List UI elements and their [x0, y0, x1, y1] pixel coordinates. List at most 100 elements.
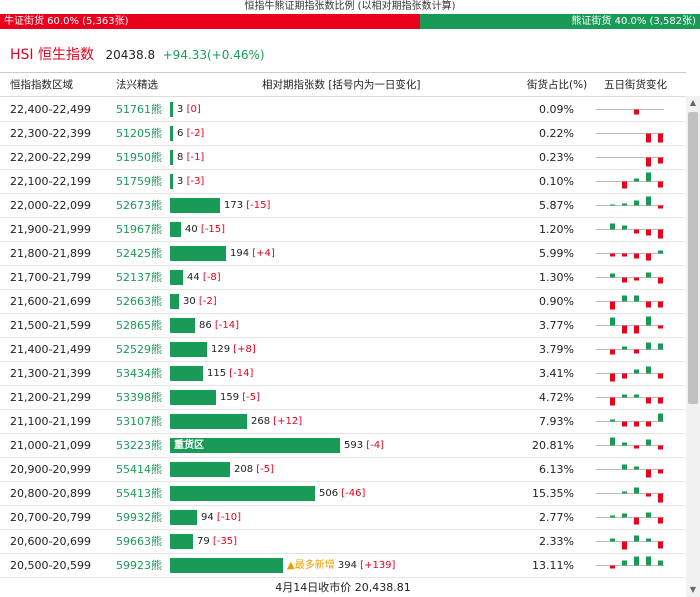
- warrant-code-link[interactable]: 51967熊: [116, 223, 162, 236]
- five-day-trend-chart: [596, 512, 664, 525]
- trend-bar: [658, 181, 663, 188]
- trend-bar: [646, 342, 651, 350]
- contracts-value: 40 [-15]: [185, 218, 225, 241]
- trend-bar: [610, 515, 615, 518]
- contracts-bar-cell: 重货区 593 [-4]: [170, 434, 520, 457]
- trend-bar: [634, 325, 639, 334]
- contracts-bar-cell: 268 [+12]: [170, 410, 520, 433]
- scroll-up-icon[interactable]: ▲: [689, 98, 697, 107]
- warrant-code-link[interactable]: 59663熊: [116, 535, 162, 548]
- outstanding-pct: 0.10%: [539, 175, 574, 188]
- trend-bar: [646, 493, 651, 497]
- trend-bar: [610, 204, 615, 206]
- warrant-code-link[interactable]: 59923熊: [116, 559, 162, 572]
- table-row: 21,000-21,099 53223熊 重货区 593 [-4] 20.81%: [0, 434, 686, 458]
- warrant-code-link[interactable]: 51950熊: [116, 151, 162, 164]
- table-row: 21,200-21,299 53398熊 159 [-5] 4.72%: [0, 386, 686, 410]
- five-day-trend-chart: [596, 133, 664, 143]
- contracts-value: 506 [-46]: [319, 482, 365, 505]
- contracts-number: 79: [197, 536, 210, 547]
- table-row: 20,800-20,899 55413熊 506 [-46] 15.35%: [0, 482, 686, 506]
- warrant-code-link[interactable]: 53223熊: [116, 439, 162, 452]
- outstanding-pct: 20.81%: [532, 439, 574, 452]
- daily-change: [+139]: [360, 560, 396, 571]
- contracts-bar: [170, 222, 181, 237]
- warrant-code-link[interactable]: 51761熊: [116, 103, 162, 116]
- warrant-code-link[interactable]: 52137熊: [116, 271, 162, 284]
- trend-bar: [634, 295, 639, 302]
- most-added-label: ▲最多新增: [287, 560, 335, 571]
- five-day-trend-chart: [596, 223, 664, 239]
- trend-bar: [658, 325, 663, 329]
- table-row: 22,300-22,399 51205熊 6 [-2] 0.22%: [0, 122, 686, 146]
- outstanding-pct: 5.87%: [539, 199, 574, 212]
- contracts-number: 194: [230, 248, 250, 259]
- trend-bar: [658, 301, 663, 308]
- warrant-code-link[interactable]: 52529熊: [116, 343, 162, 356]
- table-row: 22,400-22,499 51761熊 3 [0] 0.09%: [0, 98, 686, 122]
- contracts-value: 593 [-4]: [344, 434, 384, 457]
- trend-bar: [646, 157, 651, 167]
- warrant-code-link[interactable]: 55414熊: [116, 463, 162, 476]
- trend-bar: [622, 373, 627, 379]
- range-cell: 20,600-20,699: [10, 535, 91, 548]
- outstanding-pct: 3.41%: [539, 367, 574, 380]
- trend-bar: [646, 512, 651, 518]
- bull-bear-ratio-bar: 牛证街货 60.0% (5,363张) 熊证街货 40.0% (3,582张): [0, 14, 700, 29]
- contracts-bar: [170, 318, 195, 333]
- warrant-code-link[interactable]: 52425熊: [116, 247, 162, 260]
- trend-bar: [646, 229, 651, 236]
- contracts-bar: [170, 558, 283, 573]
- trend-bar: [634, 109, 639, 115]
- contracts-number: 86: [199, 320, 212, 331]
- contracts-bar: [170, 126, 173, 141]
- scroll-down-icon[interactable]: ▼: [689, 585, 697, 594]
- warrant-code-link[interactable]: 53398熊: [116, 391, 162, 404]
- warrant-code-link[interactable]: 53434熊: [116, 367, 162, 380]
- outstanding-pct: 3.77%: [539, 319, 574, 332]
- trend-bar: [622, 346, 627, 350]
- trend-bar: [646, 272, 651, 278]
- warrant-code-link[interactable]: 52865熊: [116, 319, 162, 332]
- warrant-code-link[interactable]: 52673熊: [116, 199, 162, 212]
- contracts-bar-cell: 6 [-2]: [170, 122, 520, 145]
- warrant-code-link[interactable]: 51759熊: [116, 175, 162, 188]
- trend-bar: [658, 277, 663, 284]
- warrant-code-link[interactable]: 52663熊: [116, 295, 162, 308]
- outstanding-pct: 13.11%: [532, 559, 574, 572]
- contracts-value: 94 [-10]: [201, 506, 241, 529]
- contracts-number: 394: [337, 560, 357, 571]
- range-cell: 22,000-22,099: [10, 199, 91, 212]
- trend-bar: [634, 445, 639, 449]
- table-row: 21,800-21,899 52425熊 194 [+4] 5.99%: [0, 242, 686, 266]
- trend-bar: [622, 513, 627, 518]
- outstanding-pct: 0.23%: [539, 151, 574, 164]
- contracts-bar-cell: 3 [0]: [170, 98, 520, 121]
- contracts-bar-cell: 3 [-3]: [170, 170, 520, 193]
- trend-bar: [634, 349, 639, 354]
- index-name: HSI 恒生指数: [10, 47, 94, 63]
- contracts-number: 268: [251, 416, 271, 427]
- five-day-trend-chart: [596, 295, 664, 310]
- warrant-code-link[interactable]: 55413熊: [116, 487, 162, 500]
- warrant-code-link[interactable]: 59932熊: [116, 511, 162, 524]
- contracts-bar: [170, 246, 226, 261]
- trend-bar: [658, 469, 663, 474]
- range-cell: 21,800-21,899: [10, 247, 91, 260]
- trend-bar: [634, 253, 639, 259]
- scroll-thumb[interactable]: [688, 112, 698, 404]
- contracts-value: 268 [+12]: [251, 410, 302, 433]
- warrant-code-link[interactable]: 53107熊: [116, 415, 162, 428]
- trend-bar: [658, 157, 663, 164]
- table-row: 21,300-21,399 53434熊 115 [-14] 3.41%: [0, 362, 686, 386]
- divider: [0, 72, 686, 73]
- table-row: 20,900-20,999 55414熊 208 [-5] 6.13%: [0, 458, 686, 482]
- range-cell: 21,100-21,199: [10, 415, 91, 428]
- scrollbar[interactable]: ▲ ▼: [686, 96, 700, 597]
- trend-bar: [622, 277, 627, 283]
- contracts-number: 129: [211, 344, 231, 355]
- trend-bar: [646, 469, 651, 478]
- contracts-bar-cell: ▲最多新增 394 [+139]: [170, 554, 520, 577]
- warrant-code-link[interactable]: 51205熊: [116, 127, 162, 140]
- contracts-bar: [170, 510, 197, 525]
